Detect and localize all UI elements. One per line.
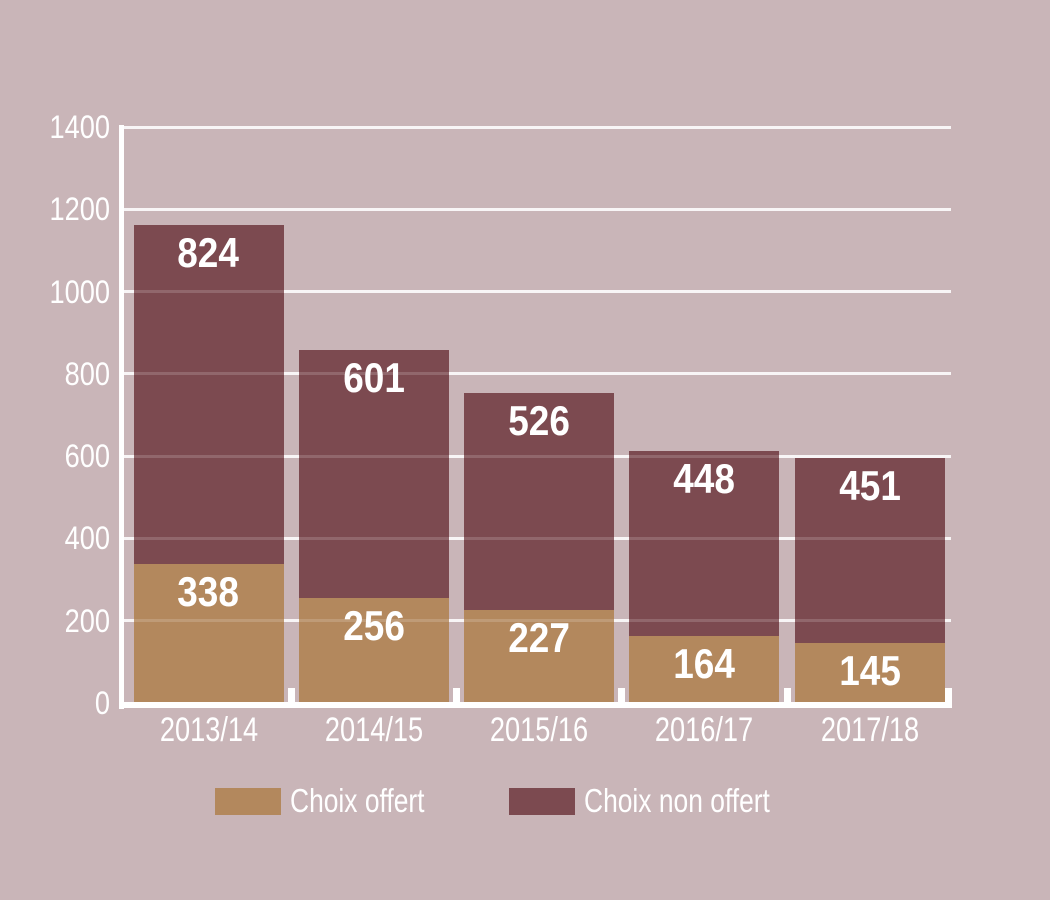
x-axis-tick bbox=[618, 688, 626, 703]
legend-label-choix-non-offert: Choix non offert bbox=[584, 782, 770, 819]
plot-area: 824 338 601 256 526 227 448 164 451 145 bbox=[120, 125, 952, 703]
bar-value-label: 448 bbox=[673, 455, 736, 503]
x-axis-tick bbox=[783, 688, 791, 703]
x-axis-tick bbox=[452, 688, 460, 703]
bar-segment-choix-non-offert: 824 bbox=[133, 224, 284, 564]
bar-value-label: 824 bbox=[177, 228, 240, 276]
x-axis-category-label: 2017/18 bbox=[820, 711, 919, 749]
bar-segment-choix-offert: 256 bbox=[298, 597, 449, 703]
bar-2016/17: 448 164 bbox=[629, 451, 780, 703]
x-axis-category-label: 2016/17 bbox=[655, 711, 754, 749]
bar-2013/14: 824 338 bbox=[133, 224, 284, 703]
x-axis-ticks-layer bbox=[120, 127, 952, 703]
y-axis-line bbox=[119, 125, 124, 709]
y-axis-tick-label-400: 400 bbox=[64, 520, 110, 557]
gridline-1200 bbox=[120, 207, 951, 211]
bar-2017/18: 451 145 bbox=[794, 457, 945, 703]
bar-2014/15: 601 256 bbox=[298, 350, 449, 703]
bars-layer: 824 338 601 256 526 227 448 164 451 145 bbox=[120, 127, 951, 703]
y-axis-tick-label-1200: 1200 bbox=[49, 191, 110, 228]
x-axis-tick bbox=[945, 688, 952, 703]
x-axis-category-label: 2014/15 bbox=[324, 711, 423, 749]
bar-value-label: 526 bbox=[508, 397, 570, 445]
y-axis-tick-label-1400: 1400 bbox=[49, 109, 110, 145]
y-axis-tick-label-0: 0 bbox=[94, 685, 110, 721]
gridline-1000 bbox=[120, 290, 951, 294]
y-axis-tick-label-800: 800 bbox=[64, 355, 110, 392]
bar-value-label: 256 bbox=[342, 601, 405, 649]
bar-segment-choix-offert: 164 bbox=[629, 635, 780, 703]
bar-value-label: 601 bbox=[342, 354, 405, 402]
legend-label-choix-offert: Choix offert bbox=[290, 782, 425, 819]
legend-item-choix-offert: Choix offert bbox=[215, 782, 458, 819]
bar-segment-choix-non-offert: 526 bbox=[464, 393, 615, 610]
x-axis-category-label: 2013/14 bbox=[159, 711, 258, 749]
bar-segment-choix-non-offert: 601 bbox=[298, 350, 449, 598]
bar-segment-choix-non-offert: 451 bbox=[794, 457, 945, 644]
gridline-800 bbox=[120, 372, 951, 376]
y-axis-tick-label-600: 600 bbox=[64, 438, 110, 475]
x-axis-category-label: 2015/16 bbox=[489, 711, 589, 749]
bar-value-label: 145 bbox=[838, 647, 901, 695]
x-axis-line bbox=[119, 702, 952, 708]
gridline-1400 bbox=[120, 125, 951, 129]
legend-item-choix-non-offert: Choix non offert bbox=[509, 782, 816, 819]
bar-value-label: 164 bbox=[673, 639, 736, 687]
bar-segment-choix-offert: 338 bbox=[133, 563, 284, 703]
bar-segment-choix-offert: 227 bbox=[464, 609, 615, 703]
legend-swatch-choix-offert bbox=[215, 787, 281, 815]
y-axis-tick-label-1000: 1000 bbox=[49, 273, 110, 310]
bar-value-label: 451 bbox=[838, 461, 901, 509]
y-axis-tick-label-200: 200 bbox=[64, 602, 110, 639]
legend-swatch-choix-non-offert bbox=[509, 787, 575, 815]
bar-segment-choix-non-offert: 448 bbox=[629, 451, 780, 636]
x-axis-tick bbox=[287, 688, 295, 703]
bar-segment-choix-offert: 145 bbox=[794, 643, 945, 703]
bar-value-label: 227 bbox=[508, 613, 570, 661]
bar-2015/16: 526 227 bbox=[464, 393, 615, 703]
bar-value-label: 338 bbox=[177, 567, 240, 615]
